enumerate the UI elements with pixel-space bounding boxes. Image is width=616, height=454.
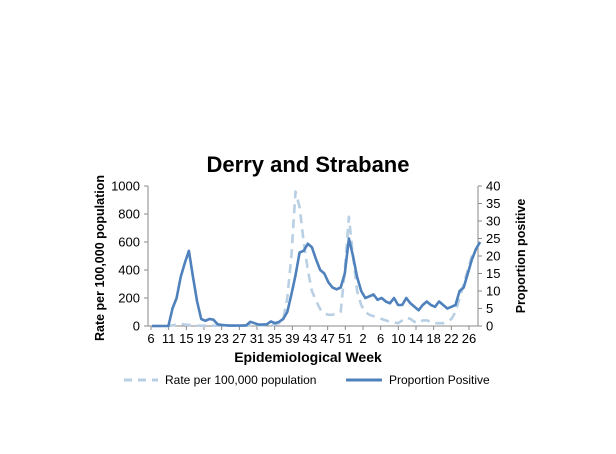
left-axis-label: Rate per 100,000 population	[93, 175, 107, 341]
right-tick-label: 20	[486, 249, 500, 264]
right-tick-label: 5	[486, 301, 493, 316]
x-tick-label: 51	[338, 331, 352, 346]
chart-title: Derry and Strabane	[207, 152, 410, 177]
right-tick-label: 10	[486, 284, 500, 299]
x-tick-label: 39	[285, 331, 299, 346]
left-axis-ticks: 0 200 400 600 800 1000	[111, 179, 148, 334]
left-tick-label: 0	[133, 319, 140, 334]
right-tick-label: 35	[486, 196, 500, 211]
right-axis-label: Proportion positive	[514, 199, 528, 314]
series-layer	[152, 190, 482, 328]
series-line-rate	[152, 190, 478, 328]
right-tick-label: 25	[486, 231, 500, 246]
x-tick-label: 47	[320, 331, 334, 346]
x-tick-label: 31	[250, 331, 264, 346]
x-axis-ticks: 6 11 15 19 23 27 31 35 39 43 47 51 2 6 10 14 18 22 26	[147, 326, 476, 346]
left-tick-label: 1000	[111, 179, 140, 194]
x-tick-label: 11	[162, 331, 176, 346]
x-tick-label: 10	[391, 331, 405, 346]
right-tick-label: 15	[486, 266, 500, 281]
x-tick-label: 15	[179, 331, 193, 346]
left-tick-label: 600	[118, 235, 140, 250]
x-tick-label: 27	[232, 331, 246, 346]
x-tick-label: 6	[147, 331, 154, 346]
x-axis-label: Epidemiological Week	[234, 349, 382, 365]
right-axis-ticks: 0 5 10 15 20 25 30 35 40	[478, 179, 500, 334]
right-tick-label: 0	[486, 319, 493, 334]
x-tick-label: 6	[377, 331, 384, 346]
x-tick-label: 22	[444, 331, 458, 346]
legend: Rate per 100,000 population Proportion P…	[124, 373, 490, 387]
x-tick-label: 35	[267, 331, 281, 346]
x-tick-label: 23	[214, 331, 228, 346]
x-tick-label: 14	[409, 331, 423, 346]
series-line-proportion	[152, 237, 482, 328]
right-tick-label: 40	[486, 179, 500, 194]
legend-label-proportion: Proportion Positive	[389, 373, 490, 387]
x-tick-label: 26	[462, 331, 476, 346]
legend-label-rate: Rate per 100,000 population	[165, 373, 316, 387]
x-tick-label: 18	[426, 331, 440, 346]
left-tick-label: 200	[118, 291, 140, 306]
x-tick-label: 43	[303, 331, 317, 346]
left-tick-label: 800	[118, 207, 140, 222]
right-tick-label: 30	[486, 214, 500, 229]
x-tick-label: 2	[359, 331, 366, 346]
x-tick-label: 19	[197, 331, 211, 346]
left-tick-label: 400	[118, 263, 140, 278]
